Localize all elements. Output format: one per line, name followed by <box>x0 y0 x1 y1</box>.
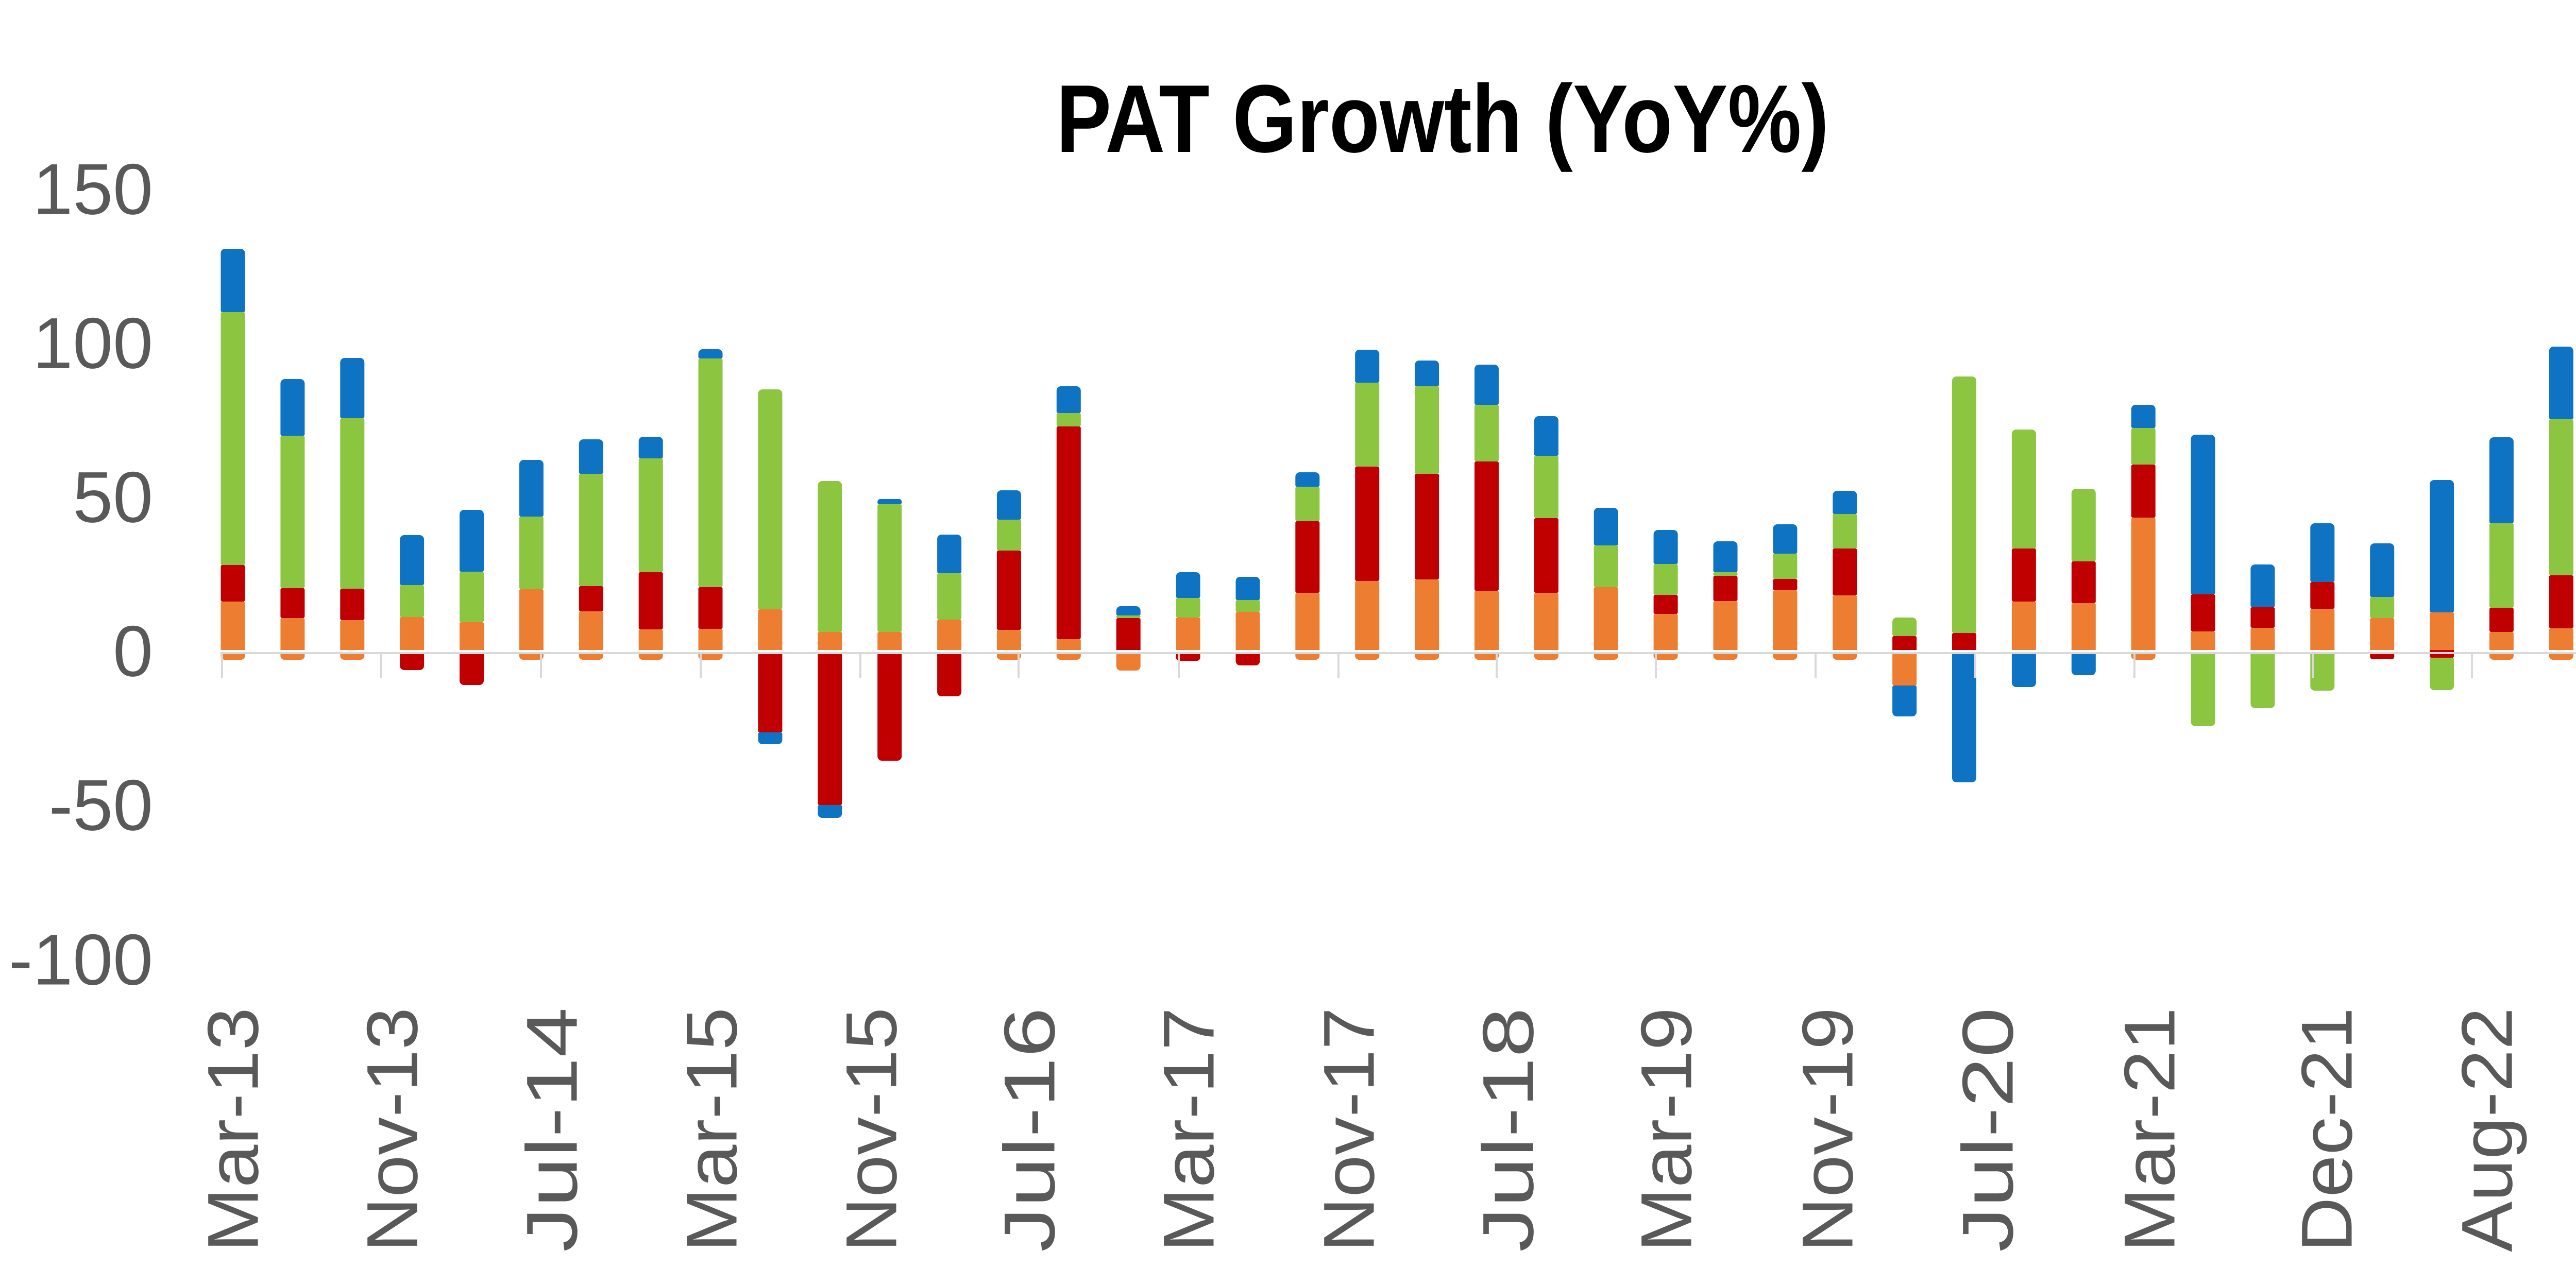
svg-text:PAT Growth (YoY%): PAT Growth (YoY%) <box>1056 65 1829 173</box>
svg-text:0: 0 <box>113 611 153 692</box>
svg-text:Jul-16: Jul-16 <box>989 1007 1070 1252</box>
svg-text:Mar-21: Mar-21 <box>2109 1007 2190 1252</box>
svg-text:Nov-19: Nov-19 <box>1787 1007 1868 1252</box>
svg-text:150: 150 <box>32 149 153 230</box>
svg-text:Mar-13: Mar-13 <box>193 1007 274 1252</box>
svg-text:100: 100 <box>32 303 153 384</box>
svg-text:Jul-18: Jul-18 <box>1468 1007 1549 1252</box>
svg-text:Dec-21: Dec-21 <box>2286 1007 2367 1252</box>
svg-text:Jul-14: Jul-14 <box>512 1007 592 1252</box>
svg-text:Nov-17: Nov-17 <box>1309 1007 1389 1252</box>
svg-text:Nov-13: Nov-13 <box>352 1007 433 1252</box>
svg-text:Nov-15: Nov-15 <box>831 1007 912 1252</box>
svg-text:Jul-20: Jul-20 <box>1947 1007 2028 1252</box>
svg-text:Aug-22: Aug-22 <box>2447 1007 2528 1252</box>
svg-text:Mar-15: Mar-15 <box>671 1007 752 1252</box>
svg-text:Mar-17: Mar-17 <box>1148 1007 1229 1252</box>
svg-text:-100: -100 <box>9 919 153 1000</box>
svg-text:50: 50 <box>73 457 153 538</box>
svg-text:Mar-19: Mar-19 <box>1626 1007 1707 1252</box>
svg-text:-50: -50 <box>49 765 153 846</box>
